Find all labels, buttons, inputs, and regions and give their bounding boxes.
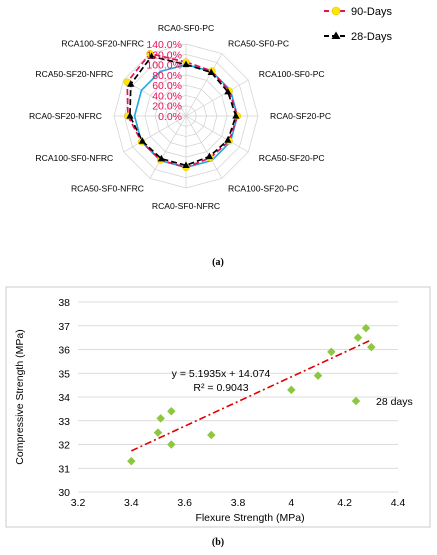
radar-point-28-days: [182, 60, 190, 68]
radar-point-28-days: [126, 112, 134, 119]
radar-spokes: [114, 44, 258, 188]
radar-legend: 90-Days 28-Days: [324, 6, 392, 43]
scatter-point: [287, 385, 296, 395]
radar-tick-label: 140.0%: [146, 39, 182, 51]
caption-a: (a): [212, 257, 224, 268]
radar-point-28-days: [224, 136, 232, 143]
scatter-point: [367, 342, 376, 352]
radar-point-28-days: [157, 154, 165, 162]
x-axis-label: Flexure Strength (MPa): [195, 512, 304, 524]
radar-spoke: [149, 53, 187, 117]
trend-equation: y = 5.1935x + 14.074: [172, 368, 271, 380]
radar-chart: 0.0%20.0%40.0%60.0%80.0%100.0%120.0%140.…: [29, 6, 393, 268]
radar-axis-label-rca0-sf20-nfrc: RCA0-SF20-NFRC: [29, 111, 102, 121]
radar-point-28-days: [138, 137, 146, 144]
radar-axis-label-rca0-sf0-pc: RCA0-SF0-PC: [158, 23, 214, 33]
scatter-point: [167, 440, 176, 449]
radar-axis-label-rca50-sf0-nfrc: RCA50-SF0-NFRC: [71, 184, 144, 194]
radar-point-28-days: [207, 68, 215, 75]
radar-axis-label-rca50-sf20-pc: RCA50-SF20-PC: [259, 153, 325, 163]
scatter-point: [127, 456, 136, 466]
y-tick-label: 33: [58, 416, 70, 428]
radar-axis-label-rca0-sf20-pc: RCA0-SF20-PC: [270, 111, 331, 121]
radar-tick-label: 80.0%: [152, 70, 182, 82]
scatter-legend: 28 days: [351, 396, 413, 408]
radar-point-28-days: [147, 52, 156, 59]
radar-tick-label: 120.0%: [146, 49, 182, 61]
scatter-x-tick-labels: 3.2 3.4 3.6 3.8 4 4.2 4.4: [71, 497, 406, 509]
radar-spoke: [185, 53, 223, 117]
y-axis-label: Compressive Strength (MPa): [14, 329, 26, 464]
y-tick-label: 35: [58, 368, 70, 380]
scatter-frame: [5, 286, 431, 528]
caption-b: (b): [212, 537, 224, 548]
legend-item-28-days: 28-Days: [324, 31, 392, 43]
legend-marker-28-days-scatter: [351, 396, 361, 406]
radar-tick-label: 0.0%: [158, 111, 182, 123]
radar-tick-label: 100.0%: [146, 60, 182, 72]
radar-spoke: [123, 115, 187, 153]
y-tick-label: 34: [58, 392, 70, 404]
scatter-point: [156, 414, 165, 423]
y-tick-label: 36: [58, 345, 70, 357]
radar-axis-label-rca50-sf0-pc: RCA50-SF0-PC: [228, 38, 289, 48]
radar-spoke: [149, 115, 187, 179]
x-tick-label: 3.4: [124, 497, 139, 509]
radar-point-28-days: [205, 152, 213, 160]
scatter-point: [153, 428, 163, 437]
legend-label-90-days: 90-Days: [351, 6, 392, 18]
radar-axis-label-rca100-sf0-nfrc: RCA100-SF0-NFRC: [35, 153, 113, 163]
y-tick-label: 38: [58, 297, 70, 309]
legend-label-28-days-scatter: 28 days: [376, 396, 413, 408]
radar-point-28-days: [127, 80, 135, 87]
legend-label-28-days: 28-Days: [351, 31, 392, 43]
radar-axis-label-rca100-sf0-pc: RCA100-SF0-PC: [259, 69, 325, 79]
radar-series: [123, 49, 242, 172]
radar-spoke: [185, 115, 223, 179]
y-tick-label: 30: [58, 487, 70, 499]
x-tick-label: 4.2: [337, 497, 352, 509]
radar-point-28-days: [182, 161, 190, 168]
y-tick-label: 31: [58, 463, 70, 475]
radar-axis-label-rca100-sf20-pc: RCA100-SF20-PC: [228, 184, 299, 194]
x-tick-label: 3.8: [231, 497, 246, 509]
radar-tick-label: 60.0%: [152, 80, 182, 92]
trendline: [130, 339, 372, 452]
legend-marker-28-days: [331, 31, 341, 39]
scatter-point: [167, 407, 176, 416]
radar-point-28-days: [232, 112, 240, 119]
radar-spoke: [185, 115, 249, 153]
radar-axis-labels: RCA0-SF0-PC RCA50-SF0-PC RCA100-SF0-PC RCA0…: [29, 23, 331, 211]
scatter-gridlines: [78, 301, 398, 493]
radar-axis-label-rca100-sf20-nfrc: RCA100-SF20-NFRC: [61, 38, 144, 48]
radar-tick-label: 20.0%: [152, 101, 182, 113]
radar-point-28-days: [224, 87, 232, 95]
scatter-y-tick-labels: 30 31 32 33 34 35 36 37 38: [58, 297, 70, 499]
radar-spoke: [185, 79, 249, 117]
radar-axis-label-rca0-sf0-nfrc: RCA0-SF0-NFRC: [152, 201, 220, 211]
scatter-chart: 3.2 3.4 3.6 3.8 4 4.2 4.4 30 31 32 33 34 35 36 37 38 y…: [5, 286, 431, 528]
trend-r2: R² = 0.9043: [193, 382, 248, 394]
radar-axis-label-rca50-sf20-nfrc: RCA50-SF20-NFRC: [35, 69, 113, 79]
scatter-point: [207, 430, 216, 440]
scatter-point: [353, 333, 363, 342]
scatter-point: [313, 371, 323, 380]
x-tick-label: 3.2: [71, 497, 86, 509]
scatter-points: [127, 323, 376, 466]
radar-tick-labels: 0.0%20.0%40.0%60.0%80.0%100.0%120.0%140.…: [146, 39, 182, 123]
scatter-point: [327, 347, 336, 357]
radar-tick-label: 40.0%: [152, 90, 182, 102]
x-tick-label: 4.4: [391, 497, 406, 509]
radar-spoke: [123, 79, 187, 117]
x-tick-label: 3.6: [177, 497, 192, 509]
legend-marker-90-days: [331, 6, 341, 16]
y-tick-label: 32: [58, 440, 70, 452]
y-tick-label: 37: [58, 321, 70, 333]
x-tick-label: 4: [288, 497, 294, 509]
legend-item-90-days: 90-Days: [324, 6, 392, 18]
scatter-point: [361, 323, 371, 333]
